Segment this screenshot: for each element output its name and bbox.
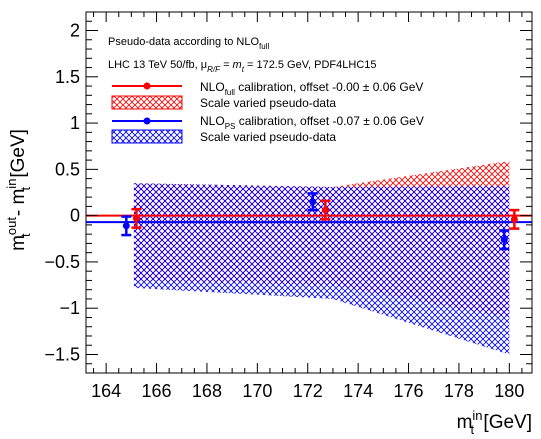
data-point-blue <box>499 229 510 251</box>
legend-entry-red-band: Scale varied pseudo-data <box>111 95 336 110</box>
y-tick-label: −0.5 <box>44 252 80 272</box>
legend-entry-blue-band: Scale varied pseudo-data <box>111 129 336 144</box>
plot-frame <box>85 11 533 374</box>
legend-header-line1: Pseudo-data according to NLOfull <box>108 36 269 51</box>
scale-band-blue <box>133 183 510 355</box>
data-points <box>121 192 520 251</box>
x-tick-label: 178 <box>444 381 474 401</box>
data-point-blue <box>121 215 132 237</box>
data-point-blue <box>307 192 318 212</box>
offset-lines <box>86 214 532 224</box>
x-tick-label: 172 <box>293 381 323 401</box>
svg-text:NLOPS calibration, offset -0.0: NLOPS calibration, offset -0.07 ± 0.06 G… <box>200 114 424 131</box>
data-point-red <box>320 199 331 221</box>
y-tick-label: 1.5 <box>55 67 80 87</box>
svg-text:Scale varied pseudo-data: Scale varied pseudo-data <box>200 130 336 144</box>
x-tick-label: 168 <box>192 381 222 401</box>
uncertainty-bands <box>133 161 510 355</box>
data-point-red <box>131 207 142 229</box>
x-tick-label: 174 <box>343 381 373 401</box>
data-point-red <box>509 208 520 230</box>
legend: Pseudo-data according to NLOfull LHC 13 … <box>108 36 424 144</box>
y-tick-label: 1 <box>70 113 80 133</box>
y-tick-label: −1 <box>59 298 80 318</box>
x-tick-label: 164 <box>91 381 121 401</box>
axes: 164 166 168 170 172 174 176 178 180 −1.5 −1 −0.5 0 0.… <box>44 11 532 401</box>
y-tick-label: 0 <box>70 206 80 226</box>
x-tick-label: 166 <box>142 381 172 401</box>
svg-text:NLOfull calibration, offset -0: NLOfull calibration, offset -0.00 ± 0.06… <box>200 80 423 97</box>
x-axis-title: min t [GeV] <box>457 408 532 437</box>
svg-text:Scale varied pseudo-data: Scale varied pseudo-data <box>200 96 336 110</box>
legend-entry-red-calibration: NLOfull calibration, offset -0.00 ± 0.06… <box>112 80 423 97</box>
x-tick-label: 170 <box>242 381 272 401</box>
legend-header-line2: LHC 13 TeV 50/fb, μR/F = mt = 172.5 GeV,… <box>108 59 377 74</box>
x-tick-label: 176 <box>394 381 424 401</box>
y-tick-label: 0.5 <box>55 159 80 179</box>
y-axis-title: moutt - mint [GeV] <box>4 129 33 251</box>
x-tick-label: 180 <box>494 381 524 401</box>
legend-entry-blue-calibration: NLOPS calibration, offset -0.07 ± 0.06 G… <box>112 114 424 131</box>
y-tick-label: 2 <box>70 21 80 41</box>
y-tick-label: −1.5 <box>44 344 80 364</box>
